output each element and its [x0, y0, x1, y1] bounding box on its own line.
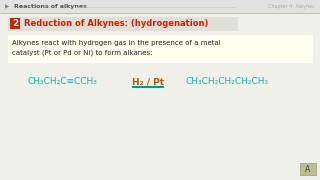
FancyBboxPatch shape: [0, 0, 320, 13]
Text: A: A: [305, 165, 311, 174]
Text: catalyst (Pt or Pd or Ni) to form alkanes:: catalyst (Pt or Pd or Ni) to form alkane…: [12, 50, 153, 56]
Text: Reactions of alkynes: Reactions of alkynes: [14, 4, 87, 9]
Text: CH₃CH₂C≡CCH₃: CH₃CH₂C≡CCH₃: [28, 78, 98, 87]
Text: H₂ / Pt: H₂ / Pt: [132, 78, 164, 87]
Text: Reduction of Alkynes: (hydrogenation): Reduction of Alkynes: (hydrogenation): [24, 19, 208, 28]
FancyBboxPatch shape: [8, 35, 313, 63]
Text: Chapter 4: Alkynes: Chapter 4: Alkynes: [268, 4, 315, 9]
Text: 2: 2: [12, 19, 18, 28]
FancyBboxPatch shape: [8, 17, 238, 31]
Text: Alkynes react with hydrogen gas in the presence of a metal: Alkynes react with hydrogen gas in the p…: [12, 40, 221, 46]
FancyBboxPatch shape: [10, 18, 20, 29]
FancyBboxPatch shape: [300, 163, 316, 175]
Text: ▶: ▶: [5, 4, 9, 9]
Text: CH₃CH₂CH₂CH₂CH₃: CH₃CH₂CH₂CH₂CH₃: [185, 78, 268, 87]
